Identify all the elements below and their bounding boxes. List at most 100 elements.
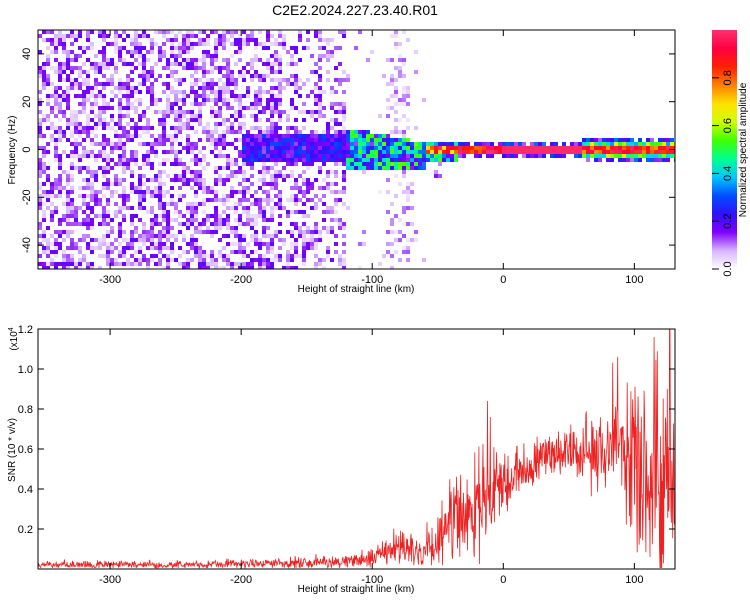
spectrogram-cell xyxy=(350,138,354,142)
spectrogram-cell xyxy=(142,62,146,66)
spectrogram-cell xyxy=(590,150,594,154)
spectrogram-cell xyxy=(222,258,226,262)
spectrogram-cell xyxy=(562,154,566,158)
spectrogram-cell xyxy=(334,130,338,134)
spectrogram-cell xyxy=(378,146,382,150)
spectrogram-cell xyxy=(186,146,190,150)
spectrogram-cell xyxy=(234,50,238,54)
spectrogram-cell xyxy=(42,30,46,34)
spectrogram-cell xyxy=(438,158,442,162)
spectrogram-cell xyxy=(258,150,262,154)
spectrogram-cell xyxy=(70,214,74,218)
spectrogram-cell xyxy=(58,106,62,110)
spectrogram-cell xyxy=(234,234,238,238)
spectrogram-cell xyxy=(378,190,382,194)
spectrogram-cell xyxy=(150,218,154,222)
spectrogram-cell xyxy=(406,102,410,106)
spectrogram-cell xyxy=(66,246,70,250)
spectrogram-cell xyxy=(170,226,174,230)
spectrogram-cell xyxy=(86,38,90,42)
spectrogram-cell xyxy=(118,230,122,234)
snr-ytick-label: 0.4 xyxy=(18,484,33,496)
spectrogram-cell xyxy=(330,86,334,90)
spectrogram-cell xyxy=(578,142,582,146)
spectrogram-cell xyxy=(194,90,198,94)
spectrogram-cell xyxy=(158,242,162,246)
spectrogram-cell xyxy=(74,78,78,82)
spectrogram-cell xyxy=(66,50,70,54)
spectrogram-cell xyxy=(294,198,298,202)
spectrogram-cell xyxy=(314,30,318,34)
spectrogram-cell xyxy=(194,242,198,246)
spectrogram-cell xyxy=(118,250,122,254)
spectrogram-cell xyxy=(418,166,422,170)
spectrogram-cell xyxy=(262,178,266,182)
spectrogram-cell xyxy=(274,42,278,46)
spectrogram-cell xyxy=(70,242,74,246)
spectrogram-cell xyxy=(222,166,226,170)
spectrogram-cell xyxy=(46,178,50,182)
spectrogram-cell xyxy=(90,170,94,174)
spectrogram-cell xyxy=(330,126,334,130)
spectrogram-cell xyxy=(74,82,78,86)
spectrogram-cell xyxy=(330,118,334,122)
spectrogram-cell xyxy=(302,242,306,246)
spectrogram-cell xyxy=(286,138,290,142)
spectrogram-cell xyxy=(130,186,134,190)
spectrogram-cell xyxy=(410,182,414,186)
spectrogram-cell xyxy=(290,126,294,130)
spectrogram-cell xyxy=(150,258,154,262)
spectrogram-cell xyxy=(290,142,294,146)
spectrogram-cell xyxy=(422,142,426,146)
spectrogram-cell xyxy=(126,258,130,262)
spectrogram-cell xyxy=(170,126,174,130)
spectrogram-cell xyxy=(314,238,318,242)
spectrogram-cell xyxy=(170,150,174,154)
spectrogram-cell xyxy=(106,250,110,254)
spectrogram-cell xyxy=(178,114,182,118)
spectrogram-cell xyxy=(670,142,674,146)
spectrogram-cell xyxy=(402,246,406,250)
spectrogram-cell xyxy=(294,146,298,150)
spectrogram-cell xyxy=(590,146,594,150)
spectrogram-cell xyxy=(46,82,50,86)
spectrogram-cell xyxy=(226,174,230,178)
spectrogram-cell xyxy=(250,226,254,230)
spectrogram-cell xyxy=(654,158,658,162)
spectrogram-cell xyxy=(394,110,398,114)
spectrogram-cell xyxy=(270,90,274,94)
spectrogram-cell xyxy=(122,38,126,42)
spectrogram-cell xyxy=(122,158,126,162)
spectrogram-cell xyxy=(274,202,278,206)
spectrogram-cell xyxy=(538,142,542,146)
spectrogram-cell xyxy=(158,222,162,226)
spectrogram-cell xyxy=(230,242,234,246)
spectrogram-cell xyxy=(262,62,266,66)
spectrogram-cell xyxy=(206,190,210,194)
spectrogram-cell xyxy=(118,110,122,114)
spectrogram-cell xyxy=(422,98,426,102)
spectrogram-cell xyxy=(174,58,178,62)
spectrogram-cell xyxy=(62,170,66,174)
spectrogram-cell xyxy=(366,150,370,154)
spectrogram-cell xyxy=(70,238,74,242)
spectrogram-cell xyxy=(394,194,398,198)
spectrogram-cell xyxy=(146,90,150,94)
spectrogram-cell xyxy=(106,170,110,174)
spectrogram-cell xyxy=(110,246,114,250)
spectrogram-cell xyxy=(526,150,530,154)
spectrogram-cell xyxy=(102,58,106,62)
spectrogram-cell xyxy=(294,62,298,66)
spectrogram-cell xyxy=(202,266,206,269)
spectrogram-cell xyxy=(238,102,242,106)
spectrogram-cell xyxy=(254,190,258,194)
spectrogram-cell xyxy=(422,154,426,158)
spectrogram-cell xyxy=(234,30,238,34)
spectrogram-cell xyxy=(202,262,206,266)
spectrogram-cell xyxy=(154,138,158,142)
spectrogram-cell xyxy=(146,118,150,122)
spectrogram-cell xyxy=(206,230,210,234)
spectrogram-cell xyxy=(246,206,250,210)
spectrogram-cell xyxy=(202,58,206,62)
spectrogram-cell xyxy=(226,262,230,266)
